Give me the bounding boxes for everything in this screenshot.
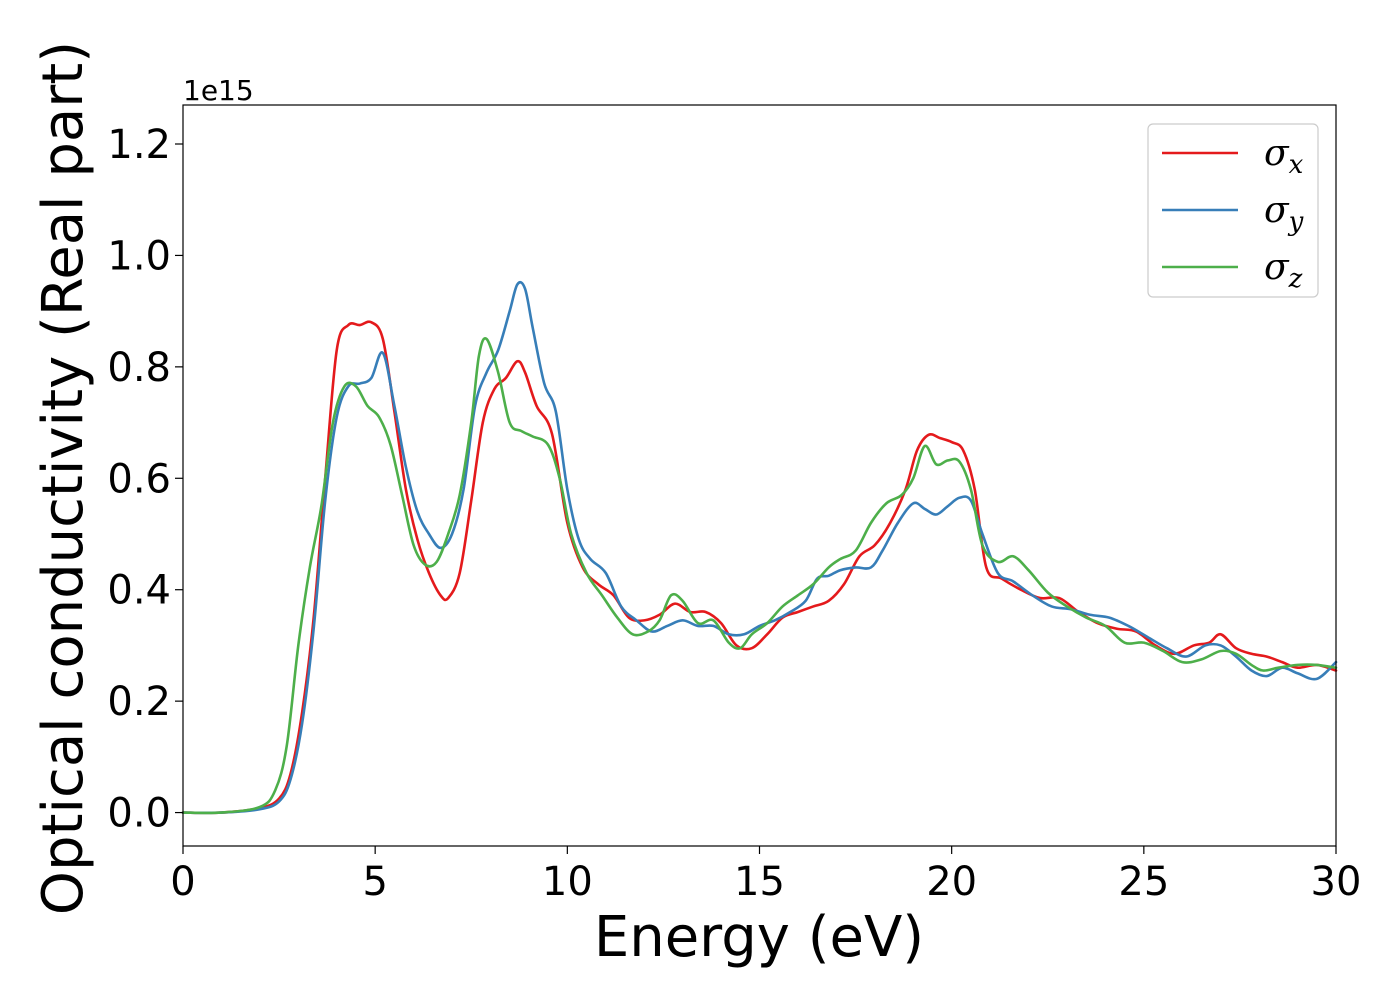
y-tick-label: 1.0 (107, 233, 171, 279)
y-axis-title: Optical conductivity (Real part) (31, 41, 96, 915)
y-tick-label: 1.2 (107, 122, 171, 168)
x-tick-label: 30 (1311, 859, 1362, 905)
y-offset-label: 1e15 (183, 74, 254, 107)
x-tick-label: 15 (734, 859, 785, 905)
y-tick-label: 0.2 (107, 679, 171, 725)
y-tick-label: 0.0 (107, 791, 171, 837)
x-tick-label: 5 (362, 859, 387, 905)
x-axis-ticks: 0 5 10 15 20 25 30 (170, 846, 1361, 905)
series-line-sigma-z (181, 337, 1338, 815)
x-tick-label: 0 (170, 859, 195, 905)
y-axis-ticks: 0.0 0.2 0.4 0.6 0.8 1.0 1.2 (107, 122, 183, 837)
series-layer (181, 281, 1338, 815)
x-axis-title: Energy (eV) (594, 905, 924, 970)
y-tick-label: 0.8 (107, 345, 171, 391)
series-line-sigma-y (181, 281, 1338, 815)
x-tick-label: 10 (542, 859, 593, 905)
y-tick-label: 0.4 (107, 568, 171, 614)
x-tick-label: 25 (1118, 859, 1169, 905)
x-tick-label: 20 (926, 859, 977, 905)
series-line-sigma-x (181, 320, 1338, 815)
y-tick-label: 0.6 (107, 456, 171, 502)
